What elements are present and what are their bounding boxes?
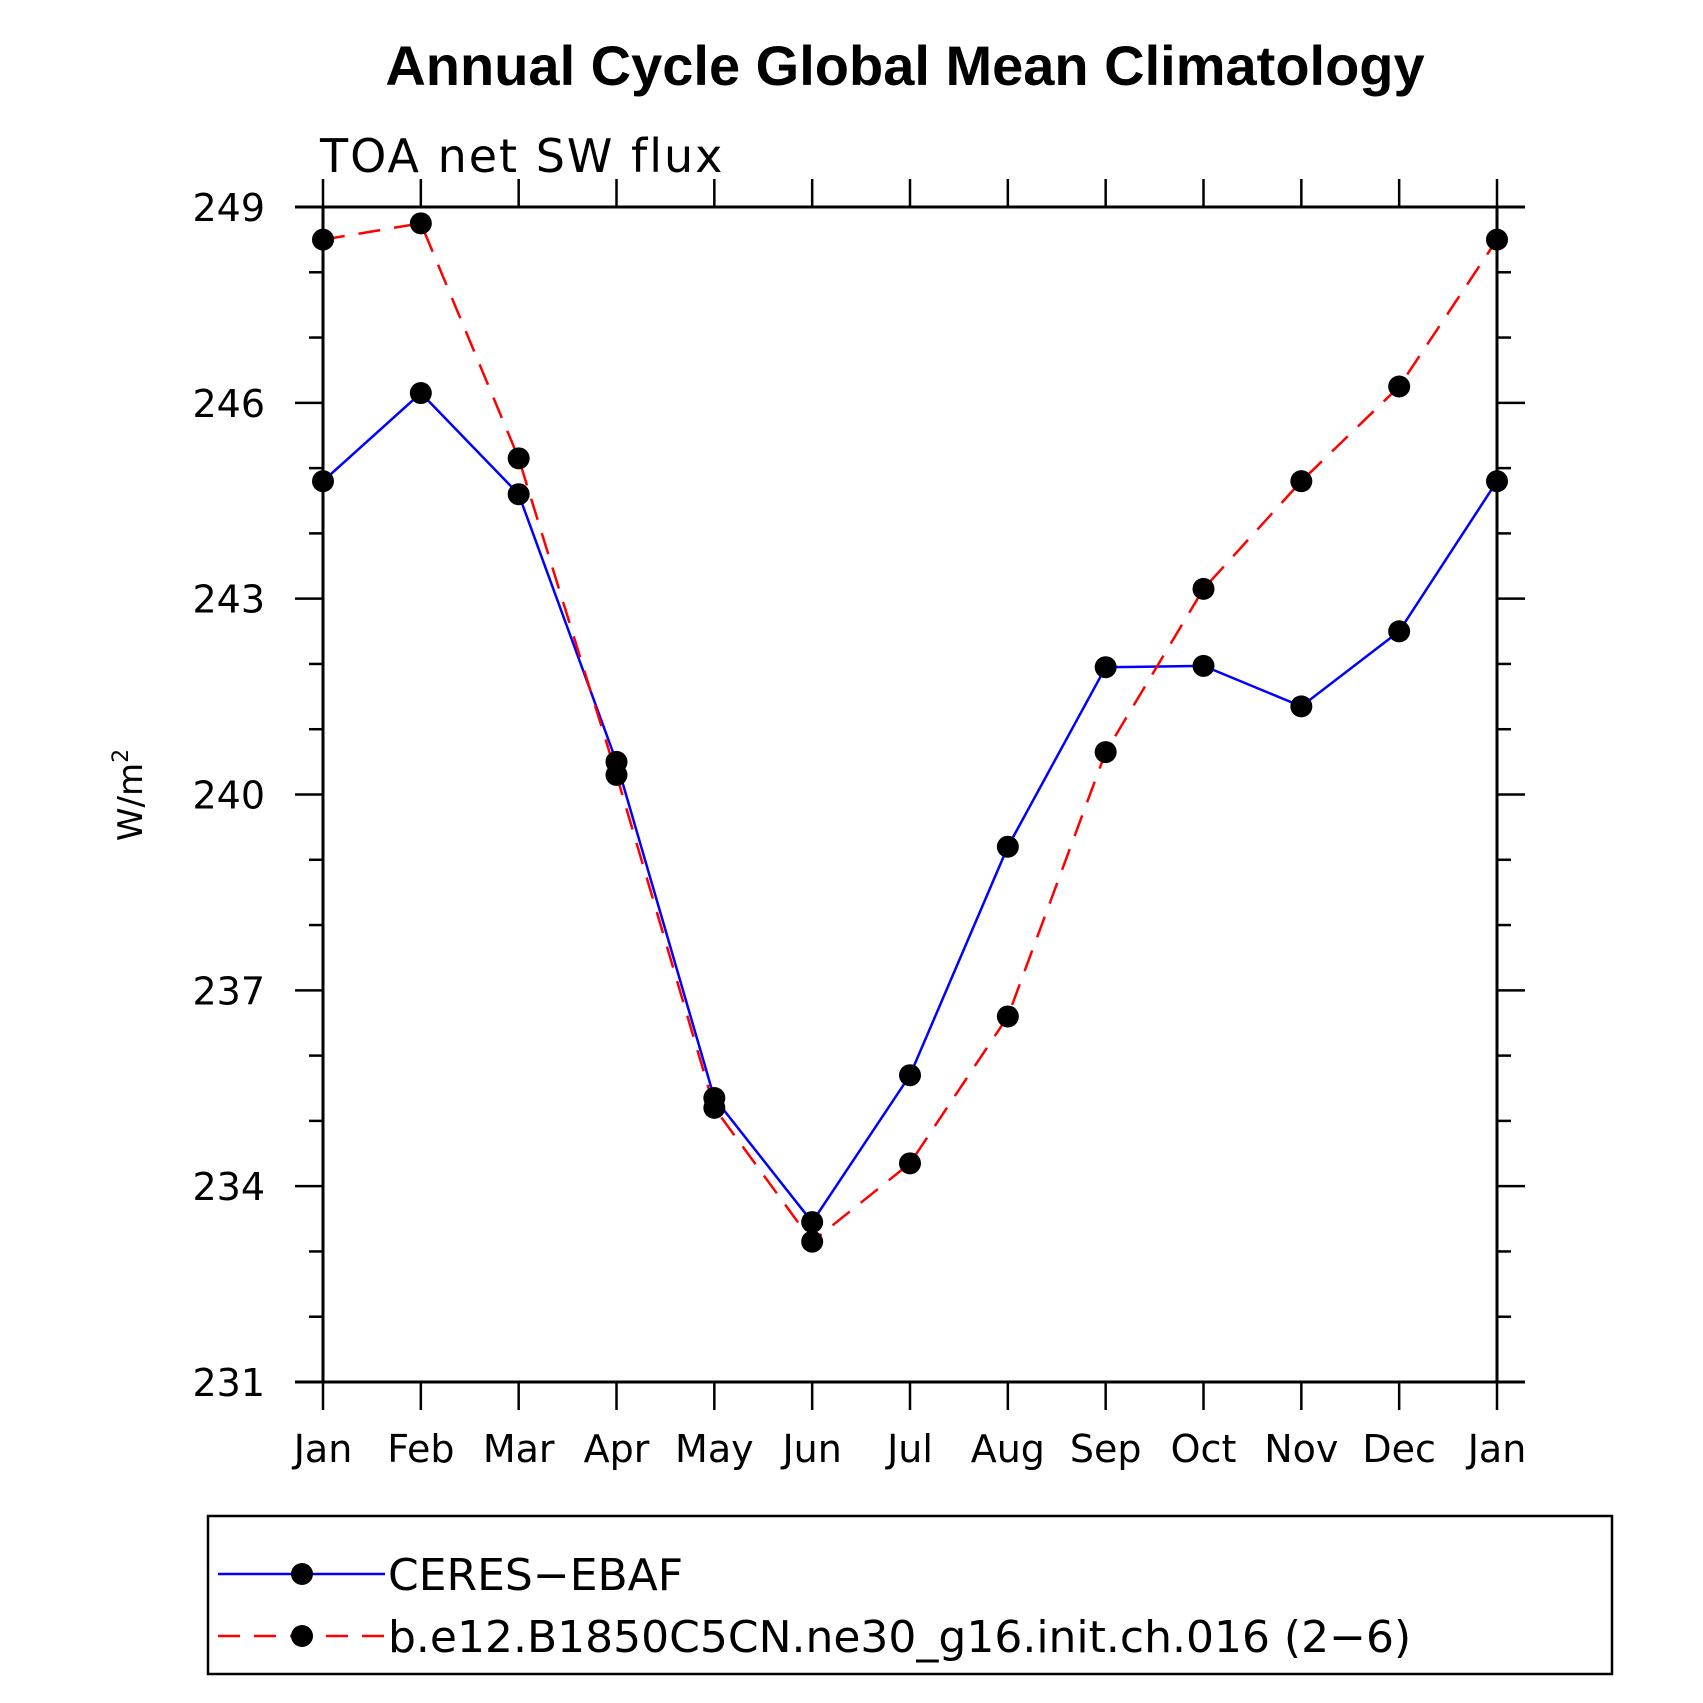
series-1-point <box>801 1230 824 1253</box>
series-1-point <box>1094 741 1117 764</box>
series-1-point <box>899 1152 921 1175</box>
y-tick-label: 231 <box>192 1361 265 1405</box>
tick-labels: Jan Feb Mar Apr May Jun Jul Aug Sep Oct Nov Dec Jan 2… <box>192 186 1526 1471</box>
y-axis-label: W/m2 <box>109 749 151 841</box>
series-1-point <box>1486 228 1508 251</box>
x-tick-label: Oct <box>1171 1427 1237 1471</box>
ticks <box>295 179 1525 1410</box>
x-tick-label: Aug <box>971 1427 1045 1471</box>
series-1-point <box>605 763 628 786</box>
legend-items: CERES−EBAF b.e12.B1850C5CN.ne30_g16.init.… <box>218 1550 1411 1663</box>
series-1-point <box>409 212 432 235</box>
series-0-point <box>507 483 530 506</box>
x-tick-label: May <box>675 1427 754 1471</box>
series-1-point <box>507 447 530 470</box>
y-tick-label: 234 <box>192 1165 265 1209</box>
legend-label-1: b.e12.B1850C5CN.ne30_g16.init.ch.016 (2−… <box>388 1612 1411 1663</box>
x-tick-label: Feb <box>387 1427 454 1471</box>
x-tick-label: Dec <box>1362 1427 1436 1471</box>
series-1-point <box>312 228 334 251</box>
series-layer <box>312 212 1508 1253</box>
x-tick-label: Jul <box>885 1427 933 1471</box>
x-tick-label: Sep <box>1070 1427 1142 1471</box>
series-0-point <box>1388 620 1411 643</box>
y-tick-label: 237 <box>192 969 265 1013</box>
legend-box <box>206 1514 1614 1676</box>
series-0-point <box>409 382 432 405</box>
series-1-point <box>996 1005 1019 1028</box>
series-1-point <box>1388 375 1411 398</box>
x-tick-label: Apr <box>584 1427 650 1471</box>
series-1-point <box>703 1096 726 1119</box>
legend-marker-0 <box>291 1563 313 1585</box>
x-tick-label: Nov <box>1264 1427 1338 1471</box>
series-0-point <box>996 835 1019 858</box>
x-tick-label: Mar <box>483 1427 555 1471</box>
legend: CERES−EBAF b.e12.B1850C5CN.ne30_g16.init.… <box>206 1514 1614 1676</box>
chart-title: Annual Cycle Global Mean Climatology <box>385 34 1424 97</box>
series-line-0 <box>322 391 1499 1225</box>
x-tick-label: Jun <box>780 1427 841 1471</box>
series-1-point <box>1192 577 1215 600</box>
y-tick-label: 240 <box>192 774 265 818</box>
plot-frame <box>295 205 1525 1384</box>
x-tick-label: Jan <box>292 1427 353 1471</box>
series-0-point <box>1094 656 1117 679</box>
series-0-point <box>312 470 334 493</box>
series-0-point <box>1290 695 1313 718</box>
x-tick-label: Jan <box>1466 1427 1527 1471</box>
series-0-point <box>1192 654 1215 677</box>
series-0-point <box>1486 470 1508 493</box>
series-line-1 <box>322 221 1499 1244</box>
series-0-point <box>801 1211 824 1234</box>
legend-label-0: CERES−EBAF <box>388 1550 683 1601</box>
chart-subtitle: TOA net SW flux <box>319 129 724 183</box>
series-1-point <box>1290 470 1313 493</box>
legend-marker-1 <box>291 1625 313 1647</box>
y-tick-label: 243 <box>192 578 265 622</box>
y-tick-label: 246 <box>192 382 265 426</box>
series-0-point <box>899 1064 921 1087</box>
y-tick-label: 249 <box>192 186 265 230</box>
